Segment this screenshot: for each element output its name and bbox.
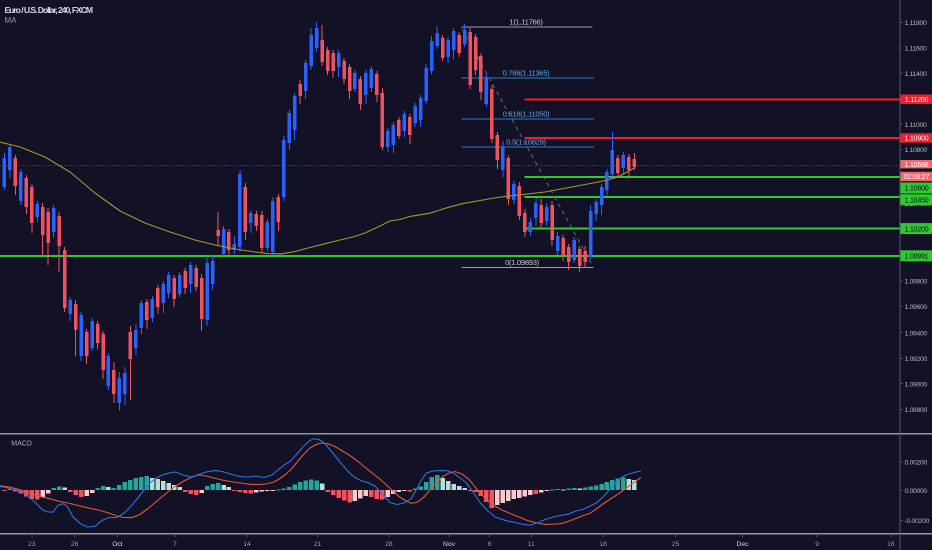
svg-text:1.10800: 1.10800 [905, 147, 928, 154]
svg-text:1.10900: 1.10900 [905, 136, 929, 143]
svg-text:02:08:27: 02:08:27 [904, 174, 930, 181]
svg-text:1.11000: 1.11000 [905, 122, 927, 129]
svg-text:0.618(1.11050): 0.618(1.11050) [503, 109, 551, 118]
svg-text:7: 7 [173, 541, 177, 548]
svg-text:0.5(1.10829): 0.5(1.10829) [506, 138, 546, 147]
svg-text:0(1.09893): 0(1.09893) [505, 258, 540, 267]
svg-text:1.09600: 1.09600 [905, 304, 928, 311]
svg-text:MACD: MACD [11, 440, 32, 447]
svg-text:25: 25 [672, 541, 680, 548]
svg-text:16: 16 [887, 541, 895, 548]
svg-text:1.10600: 1.10600 [905, 186, 929, 193]
svg-text:6: 6 [488, 541, 492, 548]
svg-text:28: 28 [385, 541, 393, 548]
svg-text:1.10200: 1.10200 [905, 226, 929, 233]
svg-text:1.10450: 1.10450 [905, 198, 929, 205]
svg-text:1.09991: 1.09991 [905, 254, 929, 261]
svg-text:14: 14 [243, 541, 251, 548]
svg-text:1.11800: 1.11800 [905, 20, 927, 27]
svg-text:1.09200: 1.09200 [905, 356, 928, 363]
svg-text:1.11600: 1.11600 [905, 46, 927, 53]
svg-text:1(1.11766): 1(1.11766) [509, 18, 543, 27]
svg-text:-0.00200: -0.00200 [905, 518, 930, 525]
svg-text:0.00200: 0.00200 [905, 460, 928, 467]
svg-text:26: 26 [71, 541, 79, 548]
svg-text:0.00000: 0.00000 [905, 488, 928, 495]
svg-text:9: 9 [815, 541, 819, 548]
svg-text:11: 11 [528, 541, 535, 548]
svg-text:Oct: Oct [112, 541, 123, 548]
svg-text:1.09400: 1.09400 [905, 330, 928, 337]
svg-text:21: 21 [314, 541, 322, 548]
svg-text:1.11400: 1.11400 [905, 71, 927, 78]
svg-text:1.11200: 1.11200 [905, 97, 929, 104]
svg-text:MA: MA [5, 16, 18, 25]
svg-text:1.09000: 1.09000 [905, 381, 928, 388]
svg-text:Nov: Nov [443, 541, 456, 548]
svg-text:1.09800: 1.09800 [905, 279, 928, 286]
svg-text:18: 18 [599, 541, 607, 548]
svg-text:Dec: Dec [736, 541, 749, 548]
svg-text:1.10688: 1.10688 [905, 162, 929, 169]
svg-text:1.08800: 1.08800 [905, 407, 928, 414]
svg-text:23: 23 [28, 541, 36, 548]
svg-text:0.786(1.11365): 0.786(1.11365) [503, 69, 551, 78]
svg-text:Euro / U.S. Dollar, 240, FXCM: Euro / U.S. Dollar, 240, FXCM [5, 5, 93, 15]
